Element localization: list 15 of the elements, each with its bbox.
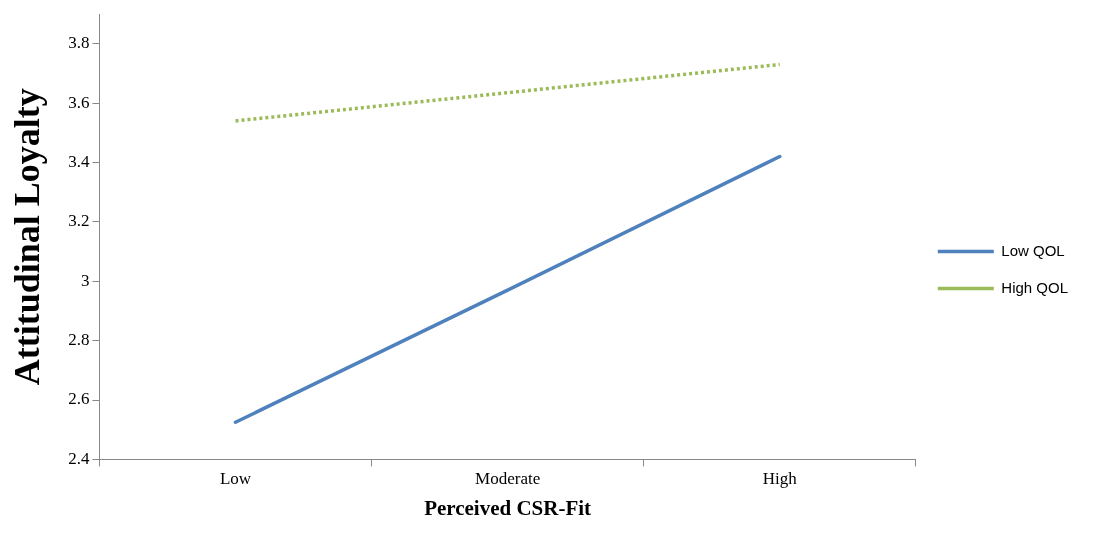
y-tick-label: 2.6	[68, 389, 90, 409]
y-tick-label: 3.4	[68, 151, 90, 171]
y-tick-label: 2.4	[68, 448, 90, 468]
y-tick-label: 3.2	[68, 211, 90, 231]
x-axis-title: Perceived CSR-Fit	[424, 495, 592, 520]
y-tick-label: 3.6	[68, 92, 90, 112]
y-tick-label: 3	[80, 270, 90, 290]
x-tick-label: Low	[219, 469, 252, 489]
x-tick-label: High	[762, 469, 798, 489]
y-axis-title: Attitudinal Loyalty	[6, 88, 47, 386]
legend-label: High QOL	[1001, 278, 1069, 296]
x-tick-label: Moderate	[475, 469, 541, 489]
legend-label: Low QOL	[1001, 241, 1065, 259]
y-tick-label: 3.8	[68, 33, 90, 53]
y-tick-label: 2.8	[68, 330, 90, 350]
